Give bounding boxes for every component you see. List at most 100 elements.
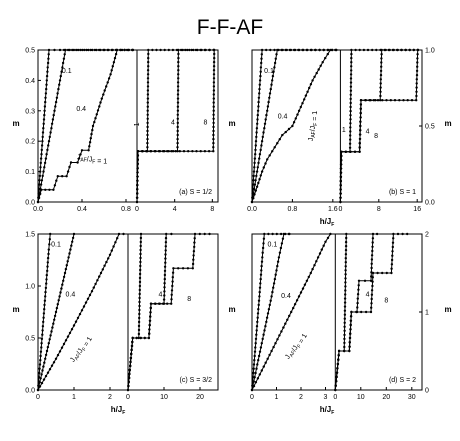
data-point <box>138 296 141 300</box>
data-point <box>47 140 51 143</box>
data-point <box>153 302 157 305</box>
data-point <box>326 52 329 56</box>
data-point <box>70 244 73 247</box>
x-tick-label: 0 <box>36 394 40 401</box>
data-point <box>138 300 141 304</box>
x-tick-label: 30 <box>408 394 416 401</box>
data-point <box>163 48 166 52</box>
data-point <box>416 53 419 56</box>
data-point <box>252 367 255 370</box>
data-point <box>60 346 64 349</box>
data-point <box>353 150 357 153</box>
data-point <box>385 271 388 275</box>
data-point <box>139 336 142 340</box>
data-point <box>379 90 382 94</box>
data-point <box>272 70 275 73</box>
data-point <box>256 113 259 117</box>
data-point <box>55 179 58 182</box>
data-point <box>349 319 353 322</box>
data-point <box>282 232 286 236</box>
data-point <box>336 362 340 366</box>
data-point <box>138 280 142 284</box>
data-point <box>193 237 196 240</box>
data-point <box>326 236 330 240</box>
data-point <box>138 272 142 276</box>
y-tick-label: 1.5 <box>25 232 35 239</box>
data-point <box>309 48 313 52</box>
data-point <box>178 150 181 153</box>
data-point <box>322 244 325 247</box>
data-point <box>212 125 215 129</box>
data-point <box>212 65 216 68</box>
data-point <box>260 269 263 272</box>
data-point <box>114 52 118 56</box>
data-point <box>359 99 363 102</box>
data-point <box>140 150 144 153</box>
data-point <box>258 83 261 86</box>
data-point <box>170 293 173 296</box>
data-point <box>146 85 150 88</box>
data-point <box>131 336 134 340</box>
data-point <box>344 277 347 280</box>
data-point <box>42 312 46 315</box>
y-tick-label: 0 <box>425 388 429 395</box>
data-point <box>370 297 373 301</box>
data-point <box>112 61 116 64</box>
data-point <box>284 322 287 325</box>
data-point <box>114 241 117 244</box>
data-point <box>261 251 264 254</box>
data-point <box>46 371 50 374</box>
series-line <box>251 49 341 203</box>
data-point <box>43 303 46 307</box>
data-point <box>343 345 346 349</box>
data-point <box>164 236 168 240</box>
data-point <box>99 271 103 275</box>
data-point <box>136 154 140 157</box>
data-point <box>54 357 58 360</box>
data-point <box>270 83 273 86</box>
data-point <box>105 260 108 264</box>
data-point <box>137 320 141 324</box>
data-point <box>257 100 260 104</box>
data-point <box>355 310 358 314</box>
data-point <box>379 78 382 81</box>
data-point <box>344 265 347 268</box>
data-point <box>129 356 133 360</box>
data-point <box>203 48 206 52</box>
data-point <box>358 133 362 136</box>
data-point <box>129 364 132 368</box>
data-point <box>262 166 265 169</box>
data-point <box>61 61 65 65</box>
data-point <box>344 285 347 288</box>
data-point <box>68 48 71 52</box>
data-point <box>44 295 47 298</box>
data-point <box>391 241 395 244</box>
data-point <box>138 292 141 296</box>
data-point <box>350 310 353 314</box>
data-point <box>364 99 367 102</box>
data-point <box>257 105 260 108</box>
data-point <box>255 329 258 332</box>
data-point <box>177 267 180 270</box>
data-point <box>39 170 42 173</box>
data-point <box>400 48 403 52</box>
data-point <box>199 48 202 52</box>
data-point <box>273 146 276 149</box>
data-point <box>212 69 216 72</box>
data-point <box>212 105 215 108</box>
data-point <box>163 290 166 293</box>
data-point <box>208 232 211 236</box>
data-point <box>112 245 115 248</box>
data-point <box>350 61 353 64</box>
data-point <box>64 339 68 342</box>
data-point <box>255 325 259 328</box>
data-point <box>265 316 269 319</box>
data-point <box>161 302 165 305</box>
data-point <box>280 242 284 245</box>
data-point <box>43 166 46 169</box>
data-point <box>371 280 374 283</box>
data-point <box>258 79 262 82</box>
data-point <box>171 284 174 288</box>
data-point <box>62 57 66 60</box>
data-point <box>47 57 50 60</box>
